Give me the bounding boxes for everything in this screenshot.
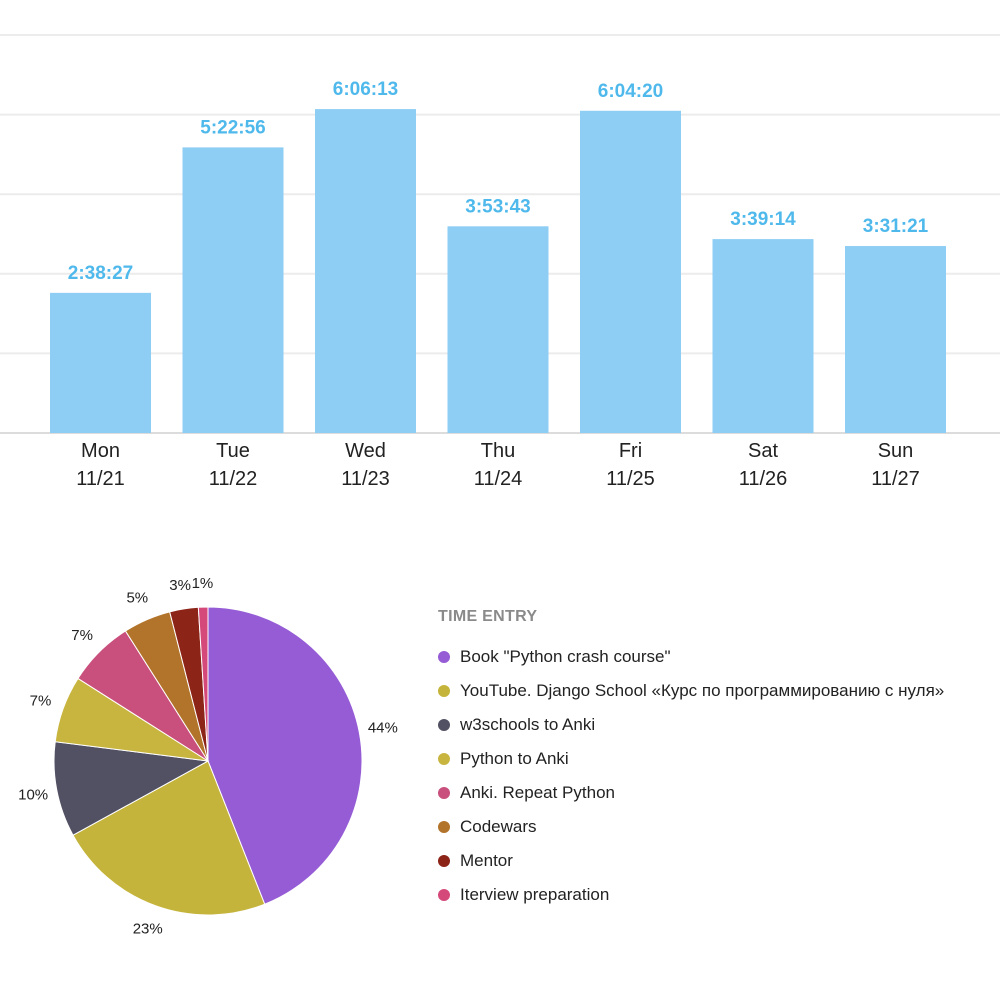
bar-value-label: 6:06:13	[333, 79, 399, 100]
x-tick-date: 11/26	[739, 468, 788, 490]
legend-label: Anki. Repeat Python	[460, 783, 615, 802]
legend-label: Codewars	[460, 817, 537, 836]
x-tick-day: Thu	[481, 440, 515, 462]
legend-item: Codewars	[438, 810, 944, 844]
x-tick-day: Fri	[619, 440, 642, 462]
legend-item: Book "Python crash course"	[438, 640, 944, 674]
time-entry-legend: TIME ENTRY Book "Python crash course" You…	[438, 608, 944, 912]
bar	[447, 226, 549, 433]
bar-value-label: 3:31:21	[863, 216, 929, 237]
bar	[315, 109, 416, 434]
x-tick-date: 11/25	[606, 468, 655, 490]
legend-label: Iterview preparation	[460, 885, 610, 904]
pie-percent-label: 44%	[368, 720, 398, 737]
x-tick-date: 11/22	[209, 468, 258, 490]
pie-percent-label: 1%	[192, 575, 214, 592]
bar	[50, 292, 151, 433]
pie-slice	[207, 606, 363, 905]
legend-label: Python to Anki	[460, 749, 569, 768]
x-tick-day: Wed	[345, 440, 386, 462]
bar	[182, 147, 284, 433]
x-tick-day: Sat	[748, 440, 778, 462]
legend-color-dot	[438, 753, 450, 765]
legend-color-dot	[438, 855, 450, 867]
pie-percent-label: 7%	[30, 693, 52, 710]
legend-color-dot	[438, 889, 450, 901]
x-tick-day: Sun	[878, 440, 914, 462]
bar-value-label: 3:53:43	[465, 196, 531, 217]
legend-color-dot	[438, 719, 450, 731]
bar	[712, 239, 814, 433]
legend-color-dot	[438, 821, 450, 833]
pie-percent-label: 5%	[126, 590, 148, 607]
legend-color-dot	[438, 685, 450, 697]
x-tick-date: 11/21	[76, 468, 125, 490]
legend-color-dot	[438, 651, 450, 663]
daily-time-bar-chart: 2:38:27 Mon 11/21 5:22:56 Tue 11/22 6:06:13 Wed…	[0, 34, 1000, 490]
legend-item: Python to Anki	[438, 742, 944, 776]
bar-value-label: 6:04:20	[598, 81, 664, 102]
legend-color-dot	[438, 787, 450, 799]
pie-percent-label: 7%	[71, 627, 93, 644]
pie-slice	[53, 741, 210, 836]
time-entry-pie-chart: 44% 23% 10% 7% 7% 5% 3% 1%	[18, 575, 398, 937]
pie-percent-label: 23%	[133, 920, 163, 937]
legend-label: Book "Python crash course"	[460, 647, 671, 666]
legend-label: Mentor	[460, 851, 513, 870]
legend-item: w3schools to Anki	[438, 708, 944, 742]
pie-percent-label: 3%	[169, 577, 191, 594]
x-tick-day: Mon	[81, 440, 120, 462]
bar-value-label: 2:38:27	[68, 263, 134, 284]
bar-value-label: 3:39:14	[730, 209, 796, 230]
bar	[845, 246, 946, 433]
legend-item: Mentor	[438, 844, 944, 878]
bar-value-label: 5:22:56	[200, 117, 266, 138]
legend-item: Iterview preparation	[438, 878, 944, 912]
legend-label: YouTube. Django School «Курс по программ…	[460, 681, 945, 700]
x-tick-date: 11/24	[474, 468, 523, 490]
legend-item: Anki. Repeat Python	[438, 776, 944, 810]
legend-label: w3schools to Anki	[460, 715, 596, 734]
pie-slice	[72, 760, 266, 916]
legend-items: Book "Python crash course" YouTube. Djang…	[438, 640, 944, 912]
pie-slice	[197, 606, 209, 762]
legend-title: TIME ENTRY	[438, 608, 538, 625]
x-tick-date: 11/23	[341, 468, 390, 490]
x-tick-day: Tue	[216, 440, 250, 462]
legend-item: YouTube. Django School «Курс по программ…	[438, 674, 944, 708]
bar	[580, 110, 681, 433]
pie-percent-label: 10%	[18, 786, 48, 803]
x-tick-date: 11/27	[871, 468, 920, 490]
